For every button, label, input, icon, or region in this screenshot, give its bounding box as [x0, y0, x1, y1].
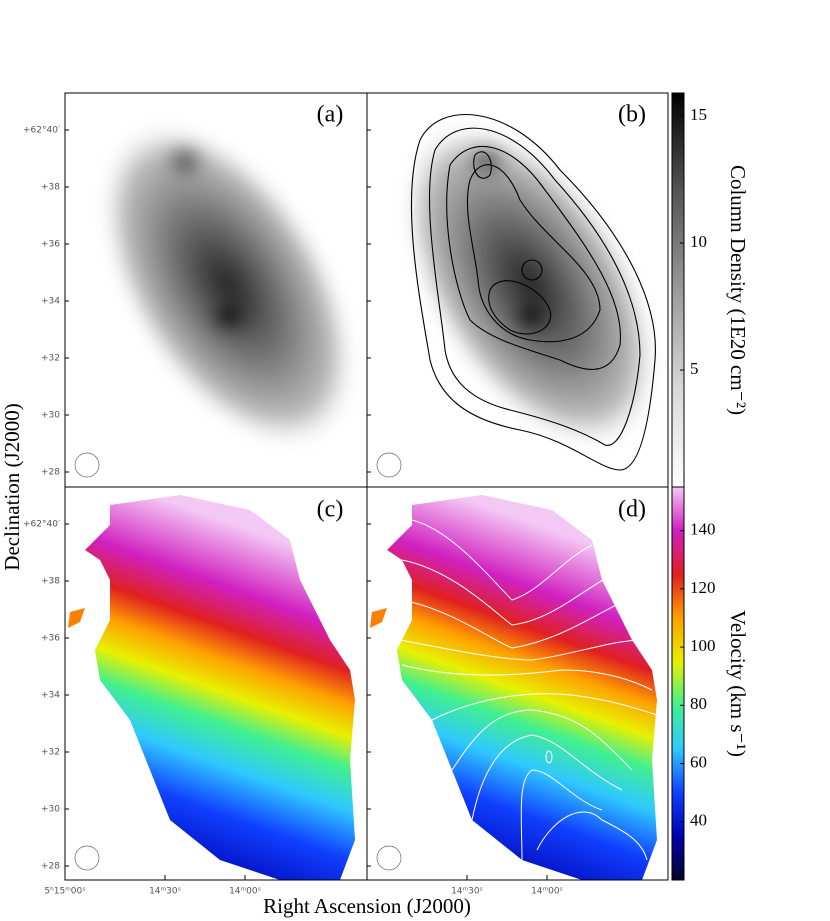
y-tick-label: +62°40′: [23, 520, 60, 530]
panel-frames: [64, 92, 669, 881]
y-tick-label: +30: [41, 805, 60, 815]
x-tick-label: 14ᵐ30ˢ: [451, 887, 483, 897]
image-d: [370, 494, 658, 881]
image-a: [98, 119, 358, 451]
y-tick-label: +62°40′: [23, 126, 60, 136]
colorbar-tick-label: 40: [690, 811, 707, 830]
y-tick-label: +34: [41, 691, 60, 701]
x-axis-label: Right Ascension (J2000): [263, 894, 471, 918]
panel-label: (d): [618, 497, 646, 523]
colorbar-tick-label: 120: [690, 578, 716, 597]
y-tick-label: +34: [41, 297, 60, 307]
colorbar-tick-label: 100: [690, 636, 716, 655]
x-tick-label: 14ᵐ00ˢ: [229, 887, 261, 897]
y-axis-label: Declination (J2000): [0, 403, 24, 570]
colorbar-label: Velocity (km s⁻¹): [726, 610, 750, 757]
image-b: [400, 114, 660, 471]
y-tick-label: +32: [41, 354, 60, 364]
y-tick-label: +36: [41, 634, 60, 644]
colorbar: [671, 486, 685, 881]
colorbar-tick-label: 80: [690, 694, 707, 713]
y-tick-label: +38: [41, 183, 60, 193]
y-tick-label: +32: [41, 748, 60, 758]
colorbar-label: Column Density (1E20 cm⁻²): [726, 165, 750, 415]
y-tick-label: +38: [41, 577, 60, 587]
colorbar-tick-label: 140: [690, 520, 716, 539]
panel-label: (c): [317, 497, 344, 523]
y-tick-label: +28: [41, 862, 60, 872]
colorbar-tick-label: 60: [690, 752, 707, 771]
panel-label: (a): [317, 102, 344, 128]
y-tick-label: +28: [41, 468, 60, 478]
y-tick-label: +30: [41, 411, 60, 421]
x-tick-label: 14ᵐ00ˢ: [531, 887, 563, 897]
colorbar: [671, 92, 685, 488]
panel-label: (b): [618, 102, 646, 128]
y-tick-label: +36: [41, 240, 60, 250]
colorbar-tick-label: 5: [690, 359, 699, 378]
x-tick-label: 5ʰ15ᵐ00ˢ: [44, 887, 85, 897]
image-c: [68, 495, 355, 880]
colorbar-tick-label: 15: [690, 105, 707, 124]
colorbar-tick-label: 10: [690, 232, 707, 251]
x-tick-label: 14ᵐ30ˢ: [149, 887, 181, 897]
